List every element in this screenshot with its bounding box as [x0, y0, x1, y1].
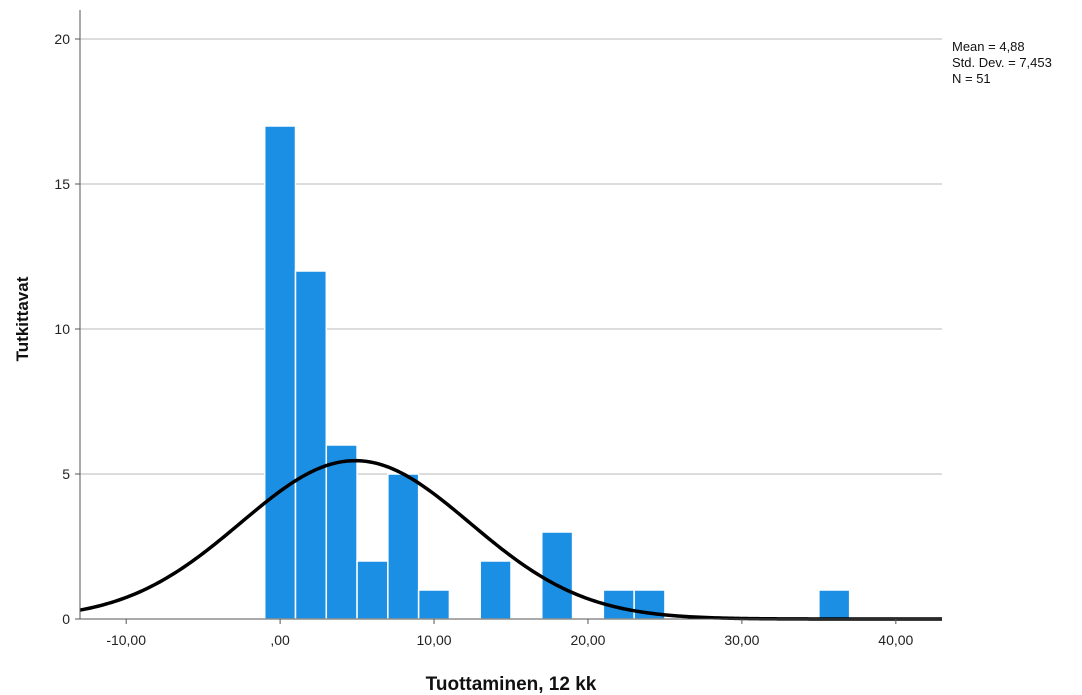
x-tick-label: 40,00: [878, 632, 913, 648]
x-tick-label: 20,00: [570, 632, 605, 648]
x-tick-label: ,00: [270, 632, 290, 648]
histogram-bar: [387, 473, 420, 620]
histogram-bar: [263, 125, 297, 620]
histogram-bar: [294, 270, 328, 620]
y-tick-label: 20: [54, 31, 70, 47]
x-tick-label: -10,00: [106, 632, 146, 648]
y-tick-label: 10: [54, 321, 70, 337]
histogram-bar: [356, 560, 389, 620]
x-tick-label: 30,00: [724, 632, 759, 648]
axes: [79, 10, 942, 620]
x-axis-title: Tuottaminen, 12 kk: [426, 674, 597, 695]
y-tick-label: 15: [54, 176, 70, 192]
histogram-bar: [479, 560, 512, 620]
x-axis-ticks: -10,00 ,00 10,00 20,00 30,00 40,00: [106, 619, 914, 648]
gridlines: [80, 38, 942, 475]
y-axis-ticks: 0 5 10 15 20: [54, 31, 80, 627]
histogram-bar: [818, 589, 851, 620]
histogram-bars: [263, 125, 851, 620]
y-tick-label: 5: [62, 466, 70, 482]
stats-box: Mean = 4,88 Std. Dev. = 7,453 N = 51: [952, 39, 1052, 86]
stats-n: N = 51: [952, 71, 991, 86]
x-tick-label: 10,00: [417, 632, 452, 648]
y-tick-label: 0: [62, 611, 70, 627]
y-axis-title: Tutkittavat: [13, 276, 32, 361]
stats-std-dev: Std. Dev. = 7,453: [952, 55, 1052, 70]
stats-mean: Mean = 4,88: [952, 39, 1025, 54]
histogram-bar: [541, 531, 574, 620]
histogram-bar: [325, 444, 358, 620]
histogram-bar: [417, 589, 451, 620]
